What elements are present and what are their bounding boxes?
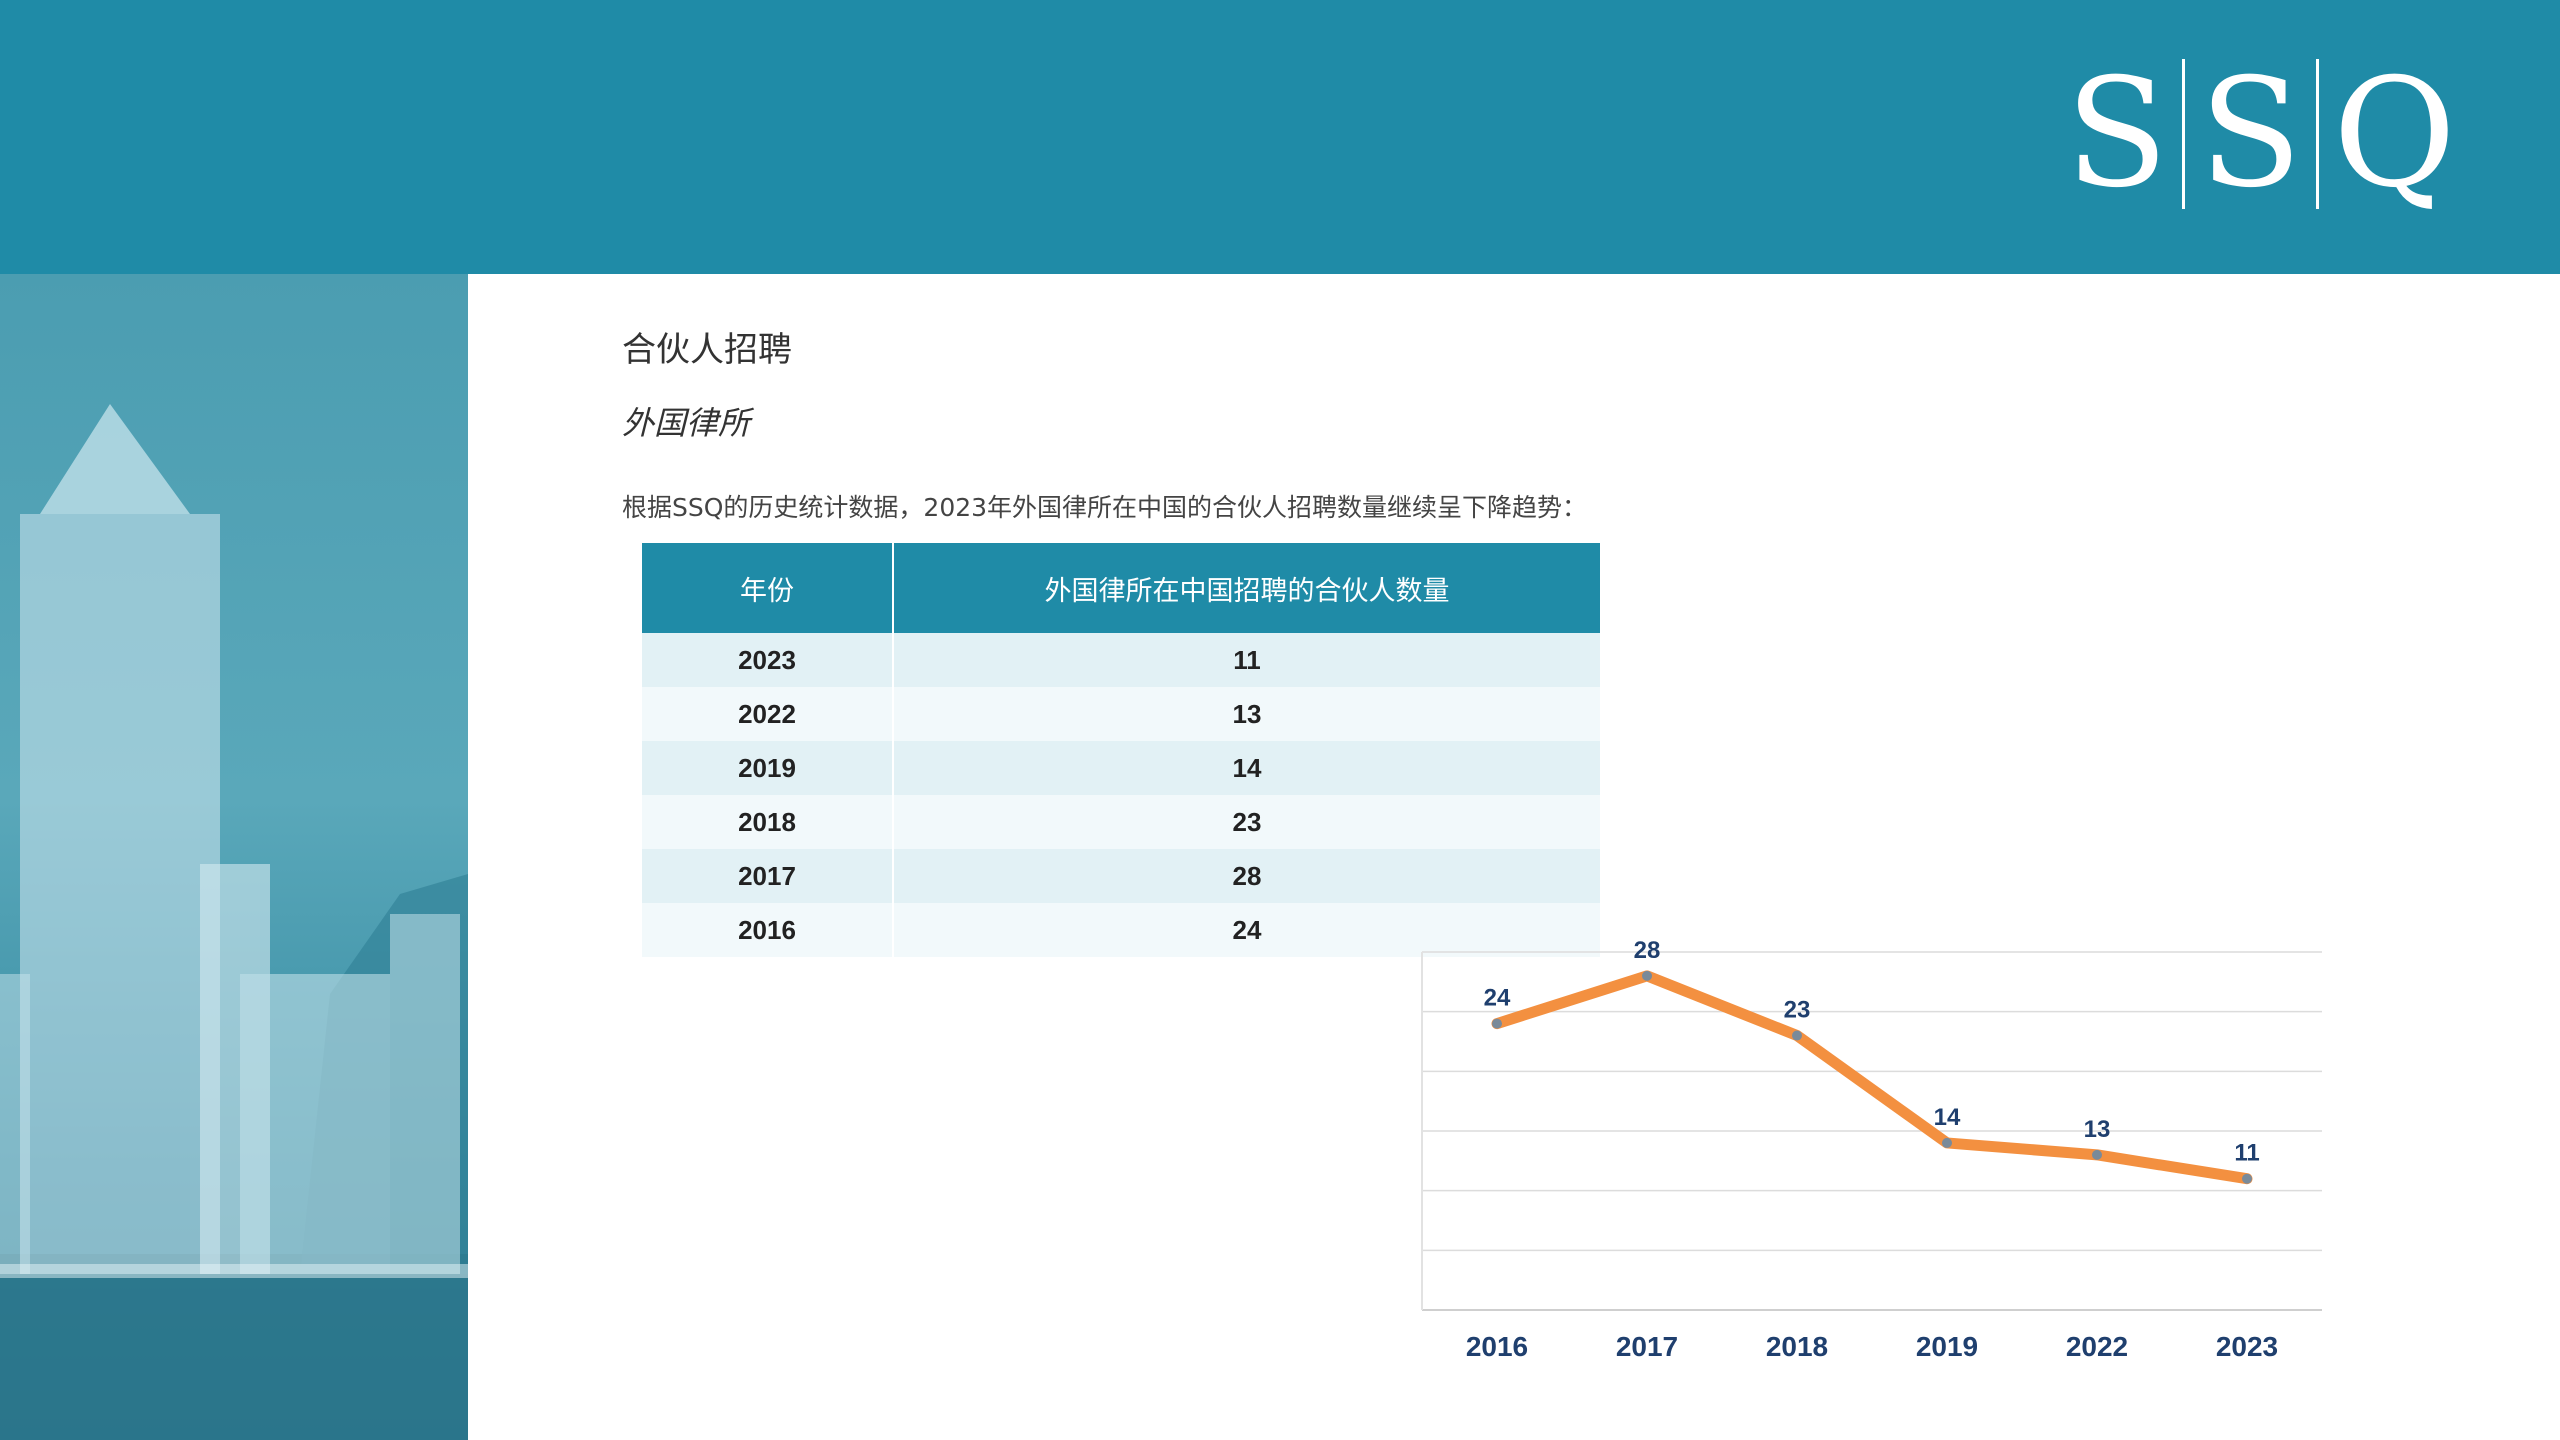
data-point [2092, 1149, 2102, 1160]
x-tick-label: 2017 [1616, 1331, 1678, 1362]
logo-letter: S [2065, 47, 2169, 221]
data-point [1642, 970, 1652, 981]
table-row: 2016 24 [642, 903, 1600, 957]
cell-year: 2023 [642, 633, 894, 687]
cell-count: 24 [893, 903, 1600, 957]
page-subtitle: 外国律所 [622, 404, 751, 442]
table-row: 2018 23 [642, 795, 1600, 849]
data-point [1492, 1018, 1502, 1029]
city-skyline-image [0, 274, 468, 1440]
data-label: 24 [1484, 985, 1511, 1012]
data-label: 14 [1934, 1104, 1961, 1131]
logo-divider [2316, 59, 2320, 209]
table-row: 2017 28 [642, 849, 1600, 903]
x-tick-label: 2018 [1766, 1331, 1828, 1362]
skyline-illustration [0, 404, 468, 1440]
data-label: 23 [1784, 997, 1811, 1024]
intro-text: 根据SSQ的历史统计数据，2023年外国律所在中国的合伙人招聘数量继续呈下降趋势… [622, 493, 1588, 522]
cell-count: 28 [893, 849, 1600, 903]
cell-year: 2022 [642, 687, 894, 741]
cell-year: 2019 [642, 741, 894, 795]
partner-hiring-table: 年份 外国律所在中国招聘的合伙人数量 2023 11 2022 13 2019 … [642, 543, 1600, 957]
table-row: 2023 11 [642, 633, 1600, 687]
data-label: 28 [1634, 937, 1661, 964]
cell-year: 2017 [642, 849, 894, 903]
column-header-year: 年份 [642, 543, 894, 633]
data-point [1942, 1137, 1952, 1148]
x-tick-label: 2019 [1916, 1331, 1978, 1362]
page-title: 合伙人招聘 [622, 330, 792, 370]
data-point [1792, 1030, 1802, 1041]
cell-count: 14 [893, 741, 1600, 795]
logo-divider [2182, 59, 2186, 209]
logo-letter: S [2199, 47, 2303, 221]
column-header-count: 外国律所在中国招聘的合伙人数量 [893, 543, 1600, 633]
partner-hiring-line-chart: 24 28 23 14 13 11 2016 2017 2018 2019 2022 2023 [1421, 937, 2322, 1362]
ssq-logo: S S Q [2051, 44, 2470, 224]
logo-letter: Q [2333, 47, 2456, 221]
cell-count: 11 [893, 633, 1600, 687]
data-point [2242, 1173, 2252, 1184]
x-tick-label: 2022 [2066, 1331, 2128, 1362]
x-tick-label: 2016 [1466, 1331, 1528, 1362]
header-band [0, 0, 2560, 274]
x-tick-label: 2023 [2216, 1331, 2278, 1362]
data-label: 13 [2084, 1116, 2111, 1143]
cell-year: 2018 [642, 795, 894, 849]
table-header-row: 年份 外国律所在中国招聘的合伙人数量 [642, 543, 1600, 633]
cell-count: 23 [893, 795, 1600, 849]
cell-year: 2016 [642, 903, 894, 957]
series-line [1491, 970, 2253, 1185]
data-label: 11 [2234, 1140, 2259, 1167]
table-row: 2022 13 [642, 687, 1600, 741]
cell-count: 13 [893, 687, 1600, 741]
table-row: 2019 14 [642, 741, 1600, 795]
